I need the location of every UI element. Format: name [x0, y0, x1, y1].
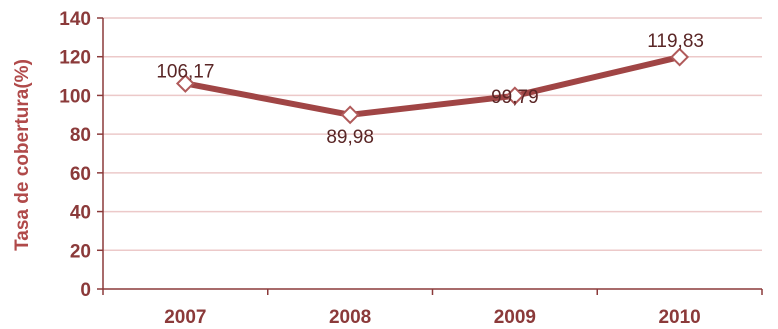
data-label: 119,83	[647, 31, 704, 52]
x-tick-label: 2008	[329, 307, 371, 328]
y-axis-title: Tasa de cobertura(%)	[12, 59, 33, 251]
gridlines	[103, 17, 762, 252]
data-point-marker	[670, 47, 690, 67]
data-point-marker	[175, 74, 195, 93]
y-tick-label: 120	[59, 48, 91, 69]
x-tick-label: 2010	[658, 307, 700, 328]
y-tick-label: 100	[59, 86, 91, 107]
data-label: 106,17	[156, 61, 214, 82]
y-tick-labels: 0 20 40 60 80 100 120 140	[59, 9, 91, 301]
series	[175, 47, 690, 125]
x-tick-label: 2009	[494, 307, 536, 328]
y-tick-label: 80	[70, 125, 91, 146]
y-tick-label: 40	[70, 203, 91, 224]
data-label: 99,79	[491, 87, 539, 108]
axes	[97, 17, 763, 295]
x-tick-label: 2007	[164, 307, 206, 328]
y-tick-label: 60	[70, 164, 91, 185]
y-tick-label: 20	[70, 241, 91, 262]
data-labels: 106,17 89,98 99,79 119,83	[156, 31, 704, 148]
y-tick-label: 0	[80, 280, 91, 301]
data-point-marker	[340, 105, 360, 125]
x-tick-labels: 2007 2008 2009 2010	[164, 307, 701, 328]
y-tick-label: 140	[59, 9, 91, 30]
data-label: 89,98	[326, 127, 374, 148]
series-line	[182, 54, 683, 118]
data-point-marker	[505, 86, 525, 106]
